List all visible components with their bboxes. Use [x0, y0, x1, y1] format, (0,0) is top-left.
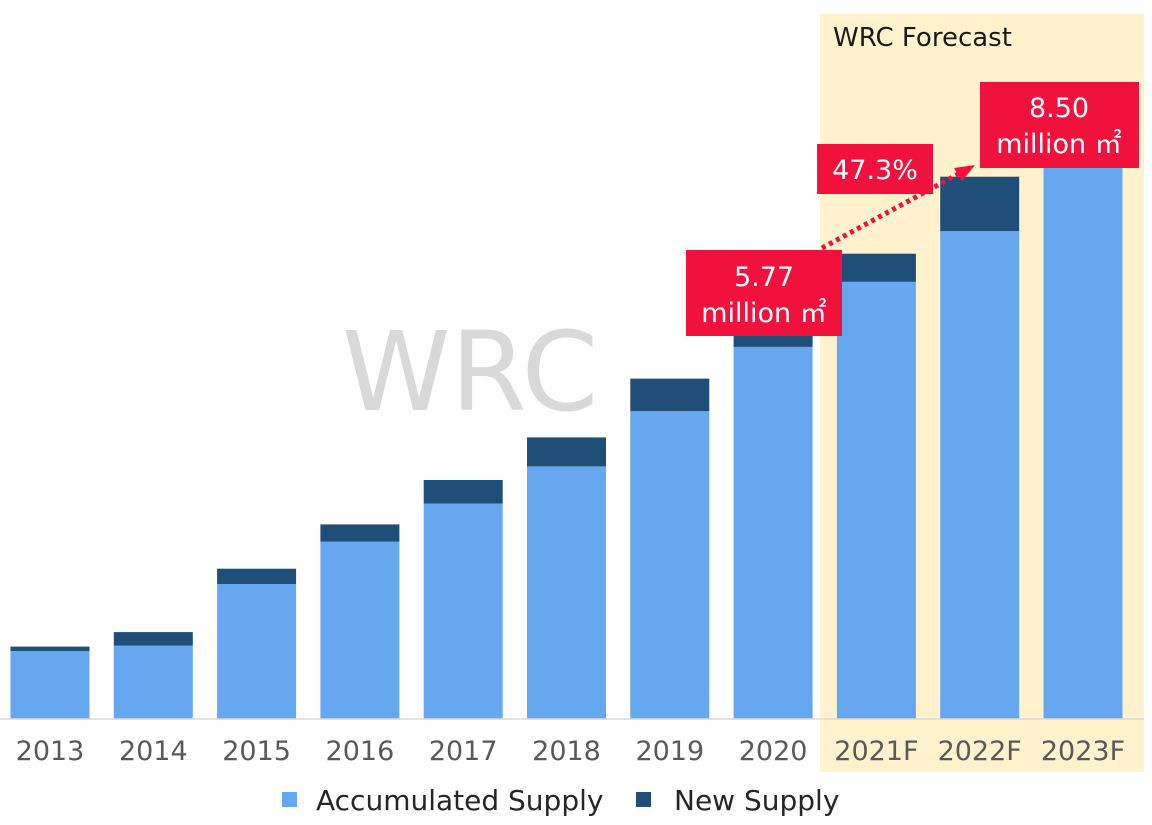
growth-arrowhead: [954, 165, 975, 181]
legend-label-new: New Supply: [674, 784, 839, 817]
legend-swatch-accumulated: [282, 792, 297, 807]
x-tick-2016: 2016: [326, 736, 395, 767]
x-tick-2013: 2013: [16, 736, 85, 767]
bars: [10, 123, 1123, 719]
x-tick-2021f: 2021F: [834, 736, 918, 767]
bar-new-2019: [630, 378, 710, 412]
x-tick-2023f: 2023F: [1041, 736, 1125, 767]
forecast-label: WRC Forecast: [833, 23, 1012, 53]
bar-accumulated-2018: [527, 466, 606, 719]
x-tick-2017: 2017: [429, 736, 498, 767]
bar-new-2016: [320, 524, 400, 542]
x-tick-2018: 2018: [532, 736, 601, 767]
bar-accumulated-2013: [10, 651, 90, 719]
callout-2023f-box: [980, 82, 1139, 168]
x-tick-2015: 2015: [222, 736, 291, 767]
bar-new-2018: [527, 437, 606, 467]
growth-arrow-line: [820, 169, 964, 251]
bar-accumulated-2022f: [940, 231, 1020, 719]
callout-2023f: 8.50 million ㎡: [980, 82, 1139, 168]
bar-new-2021f: [836, 253, 916, 282]
callout-growth: 47.3%: [817, 144, 933, 194]
watermark: WRC: [342, 308, 599, 436]
bar-new-2013: [10, 646, 90, 652]
callout-2020: 5.77 million ㎡: [686, 250, 842, 336]
legend-label-accumulated: Accumulated Supply: [316, 784, 603, 817]
callout-2023f-unit: million ㎡: [996, 129, 1122, 160]
bar-accumulated-2017: [423, 503, 503, 719]
callout-2020-value: 5.77: [734, 262, 794, 293]
callout-growth-box: [817, 144, 933, 194]
bar-new-2017: [423, 480, 503, 504]
bar-accumulated-2014: [113, 645, 193, 719]
bar-accumulated-2020: [733, 346, 813, 719]
bar-accumulated-2023f: [1043, 157, 1123, 719]
callout-2020-unit: million ㎡: [701, 298, 827, 329]
callout-2023f-value: 8.50: [1029, 93, 1089, 124]
x-tick-2019: 2019: [635, 736, 704, 767]
legend-swatch-new: [636, 792, 651, 807]
bar-accumulated-2016: [320, 541, 400, 719]
x-axis-ticks: 2013 2014 2015 2016 2017 2018 2019 2020 2021F 202…: [16, 736, 1125, 767]
legend: Accumulated Supply New Supply: [282, 784, 839, 817]
x-tick-2022f: 2022F: [938, 736, 1022, 767]
x-tick-2014: 2014: [119, 736, 188, 767]
bar-new-2015: [217, 568, 297, 585]
bar-accumulated-2019: [630, 411, 710, 719]
bar-accumulated-2015: [217, 584, 297, 719]
callout-2020-box: [686, 250, 842, 336]
bar-accumulated-2021f: [836, 281, 916, 719]
bar-new-2014: [113, 632, 193, 646]
x-tick-2020: 2020: [739, 736, 808, 767]
bar-new-2022f: [940, 176, 1020, 231]
callout-growth-value: 47.3%: [832, 155, 918, 186]
